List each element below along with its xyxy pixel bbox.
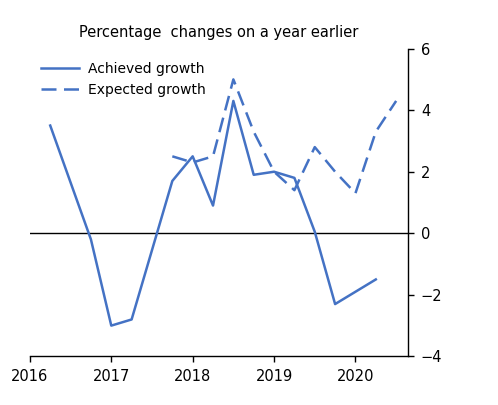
Achieved growth [231,98,237,103]
Achieved growth [169,179,175,183]
Expected growth [210,154,216,159]
Achieved growth [271,169,277,174]
Expected growth [231,77,237,82]
Achieved growth [250,173,256,177]
Expected growth [169,154,175,159]
Expected growth [190,160,196,165]
Achieved growth [108,323,114,328]
Line: Expected growth: Expected growth [172,79,396,193]
Expected growth [353,191,359,196]
Expected growth [393,98,399,103]
Achieved growth [332,302,338,307]
Expected growth [373,129,379,134]
Legend: Achieved growth, Expected growth: Achieved growth, Expected growth [41,62,206,97]
Achieved growth [47,123,53,128]
Achieved growth [291,175,297,180]
Achieved growth [88,237,94,242]
Achieved growth [190,154,196,159]
Achieved growth [312,229,318,234]
Achieved growth [373,277,379,282]
Expected growth [271,169,277,174]
Expected growth [291,188,297,193]
Achieved growth [210,203,216,208]
Expected growth [312,145,318,149]
Title: Percentage  changes on a year earlier: Percentage changes on a year earlier [80,26,359,40]
Expected growth [250,129,256,134]
Line: Achieved growth: Achieved growth [50,101,376,326]
Expected growth [332,169,338,174]
Achieved growth [128,317,134,322]
